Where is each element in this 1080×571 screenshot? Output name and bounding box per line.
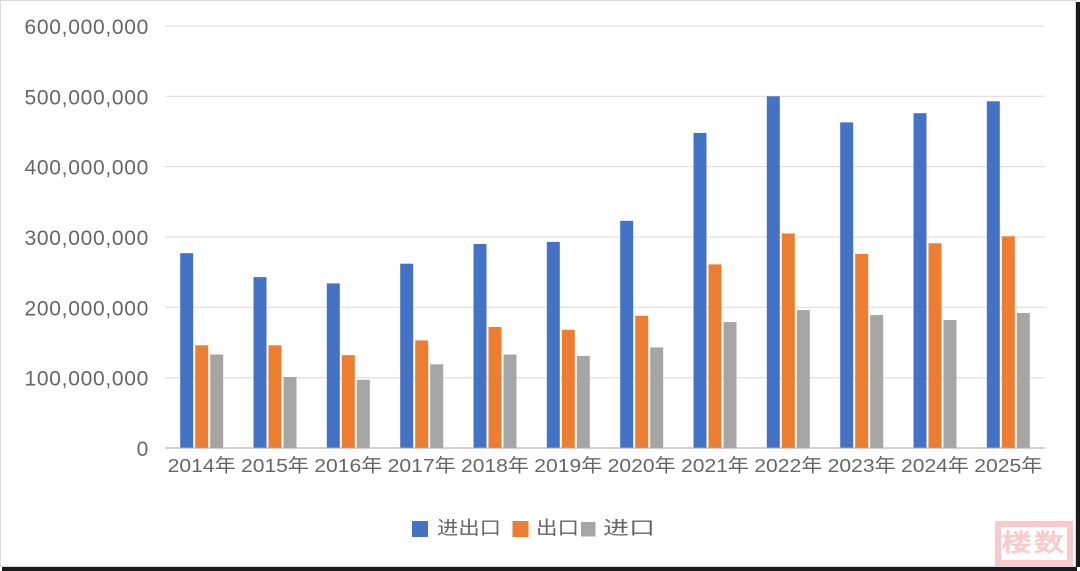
svg-text:进口: 进口: [603, 518, 655, 539]
svg-text:进出口: 进出口: [437, 518, 501, 539]
svg-text:出口: 出口: [536, 518, 579, 539]
